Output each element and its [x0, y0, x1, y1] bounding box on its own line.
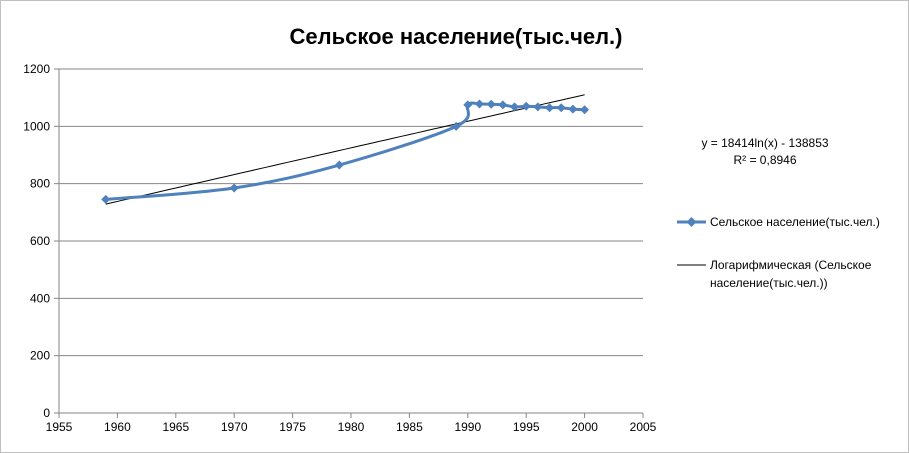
chart-title: Сельское население(тыс.чел.) [290, 24, 623, 49]
trendline [105, 94, 585, 205]
legend-series-label: Сельское население(тыс.чел.) [710, 215, 880, 229]
data-point-marker [101, 194, 111, 204]
y-tick-label: 1000 [23, 119, 50, 133]
x-tick-label: 1980 [338, 420, 365, 434]
data-point-marker [533, 102, 543, 112]
x-tick-label: 2000 [571, 420, 598, 434]
y-tick-label: 400 [30, 291, 50, 305]
data-point-marker [498, 100, 508, 110]
data-point-marker [568, 104, 578, 114]
y-tick-label: 1200 [23, 62, 50, 76]
r-squared-text: R² = 0,8946 [733, 153, 796, 167]
data-point-marker [229, 183, 239, 193]
x-tick-label: 1985 [396, 420, 423, 434]
x-tick-label: 1990 [454, 420, 481, 434]
x-tick-label: 1975 [279, 420, 306, 434]
legend-series-marker [686, 217, 697, 227]
legend-trendline-label-line-2: население(тыс.чел.)) [710, 276, 828, 290]
data-point-marker [556, 103, 566, 113]
data-point-marker [510, 102, 520, 112]
data-point-marker [334, 160, 344, 170]
y-tick-label: 800 [30, 177, 50, 191]
trendline-equation: y = 18414ln(x) - 138853 R² = 0,8946 [701, 136, 828, 167]
legend-item-trendline: Логарифмическая (Сельское население(тыс.… [677, 258, 872, 290]
series [101, 99, 590, 204]
gridlines [59, 68, 643, 357]
x-tick-label: 1955 [46, 420, 73, 434]
legend-item-series: Сельское население(тыс.чел.) [677, 215, 880, 229]
trendline-path [105, 94, 585, 205]
data-point-marker [451, 121, 461, 131]
legend-trendline-label-line-1: Логарифмическая (Сельское [710, 258, 872, 272]
legend: Сельское население(тыс.чел.) Логарифмиче… [677, 215, 880, 290]
data-point-marker [545, 103, 555, 113]
series-line [104, 101, 587, 201]
x-tick-label: 2005 [630, 420, 657, 434]
data-point-marker [580, 105, 590, 115]
y-tick-label: 200 [30, 349, 50, 363]
y-tick-label: 0 [43, 406, 50, 420]
x-tick-label: 1995 [513, 420, 540, 434]
y-axis-ticks: 0 200 400 600 800 1000 1200 [23, 62, 59, 420]
x-tick-label: 1970 [221, 420, 248, 434]
x-tick-label: 1960 [104, 420, 131, 434]
data-point-marker [474, 99, 484, 109]
data-point-marker [463, 100, 473, 110]
x-axis-ticks: 1955 1960 1965 1970 1975 1980 1985 1990 1995 2000… [46, 413, 657, 434]
data-point-marker [486, 99, 496, 109]
data-point-marker [521, 101, 531, 111]
y-tick-label: 600 [30, 234, 50, 248]
equation-text: y = 18414ln(x) - 138853 [701, 136, 828, 150]
x-tick-label: 1965 [162, 420, 189, 434]
